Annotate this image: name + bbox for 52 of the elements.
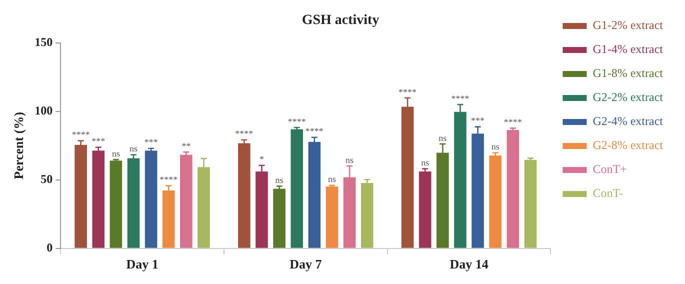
data-label: ns [275,175,284,186]
legend-label: G1-4% extract [592,42,664,56]
legend-label: G2-4% extract [592,114,664,128]
data-label: *** [471,116,486,126]
bar [110,160,122,248]
data-label: **** [160,174,178,185]
x-tick-label: Day 7 [290,256,322,272]
data-label: ** [182,140,192,151]
legend-label: ConT- [592,186,623,200]
x-tick-label: Day 14 [450,256,489,272]
bar [506,130,520,248]
legend-label: G2-8% extract [592,138,664,152]
data-label: **** [451,93,470,104]
legend-label: G1-8% extract [592,66,664,80]
y-tick-label: 100 [34,103,53,118]
bar [92,150,105,248]
bar [360,183,374,248]
x-tick-label: Day 1 [126,256,158,272]
data-label: **** [235,128,254,139]
data-label: *** [92,136,106,146]
bar [180,154,192,248]
data-label: **** [398,86,418,97]
data-label: ns [491,142,500,152]
data-label: * [259,154,264,164]
legend-label: G1-2% extract [592,18,664,32]
data-label: ns [438,132,448,143]
data-label: ns [346,154,354,165]
legend-label: ConT+ [592,162,628,176]
y-axis-title: Percent (%) [11,112,26,180]
bar [489,155,502,248]
bar [326,186,338,248]
data-label: **** [72,130,90,140]
y-tick-label: 0 [46,240,53,254]
y-tick-label: 150 [34,34,53,49]
data-label: ns [112,148,120,158]
data-label: **** [305,126,324,136]
bar [127,158,140,248]
data-label: ns [421,158,430,168]
data-label: ns [129,144,138,154]
y-tick-label: 50 [40,172,53,186]
legend-label: G2-2% extract [592,90,664,104]
data-label: **** [504,117,522,128]
bar [273,188,286,248]
bar [524,160,537,248]
data-label: ns [328,174,336,184]
chart-title: GSH activity [302,13,380,28]
bar [418,172,432,248]
bar [238,143,250,248]
bar [290,129,304,248]
bar [144,150,158,248]
data-label: **** [288,116,306,126]
data-label: *** [144,137,158,148]
